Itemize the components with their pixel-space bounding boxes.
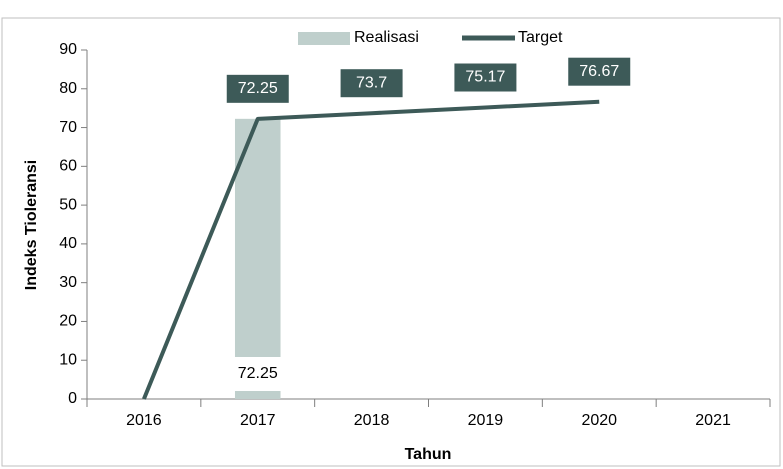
- y-axis-label: Indeks Tioleransi: [23, 160, 40, 290]
- data-label: 75.17: [465, 69, 505, 86]
- y-tick-label: 80: [59, 80, 77, 97]
- target-line: [142, 99, 600, 400]
- data-label-box: [568, 57, 631, 86]
- legend-swatch: [298, 32, 350, 45]
- data-label-box: [454, 63, 517, 92]
- data-label: 72.25: [238, 365, 278, 382]
- data-label: 76.67: [579, 63, 619, 80]
- y-tick-label: 40: [59, 235, 77, 252]
- y-tick-label: 90: [59, 41, 77, 58]
- x-tick-label: 2018: [354, 412, 390, 429]
- data-label-box: [226, 74, 289, 103]
- data-label-box: [232, 357, 283, 391]
- legend-label: Target: [518, 29, 563, 46]
- y-tick-label: 10: [59, 351, 77, 368]
- y-tick-label: 20: [59, 313, 77, 330]
- x-tick-label: 2020: [581, 412, 617, 429]
- y-tick-label: 70: [59, 119, 77, 136]
- x-tick-label: 2019: [468, 412, 504, 429]
- x-tick-label: 2021: [695, 412, 731, 429]
- data-label: 73.7: [356, 74, 387, 91]
- chart-frame: [1, 17, 781, 467]
- x-tick-label: 2016: [126, 412, 162, 429]
- x-tick-label: 2017: [240, 412, 276, 429]
- data-label: 72.25: [238, 80, 278, 97]
- y-tick-label: 60: [59, 158, 77, 175]
- y-tick-label: 30: [59, 274, 77, 291]
- legend-label: Realisasi: [354, 29, 419, 46]
- y-tick-label: 50: [59, 196, 77, 213]
- bar: [234, 118, 281, 399]
- data-label-box: [340, 69, 403, 98]
- x-axis-label: Tahun: [405, 446, 452, 463]
- y-tick-label: 0: [68, 390, 77, 407]
